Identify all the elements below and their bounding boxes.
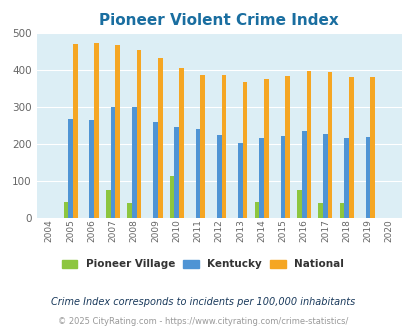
- Bar: [296, 190, 301, 218]
- Bar: [254, 202, 259, 218]
- Legend: Pioneer Village, Kentucky, National: Pioneer Village, Kentucky, National: [58, 255, 347, 274]
- Bar: [63, 202, 68, 218]
- Bar: [238, 143, 242, 218]
- Bar: [242, 82, 247, 218]
- Bar: [301, 131, 306, 218]
- Bar: [348, 77, 353, 218]
- Bar: [343, 138, 348, 218]
- Bar: [263, 79, 268, 218]
- Bar: [111, 107, 115, 218]
- Bar: [72, 45, 77, 218]
- Bar: [318, 203, 322, 218]
- Bar: [221, 75, 226, 218]
- Bar: [68, 119, 72, 218]
- Bar: [280, 137, 285, 218]
- Bar: [115, 45, 120, 218]
- Bar: [200, 75, 205, 218]
- Bar: [369, 77, 374, 218]
- Bar: [339, 203, 343, 218]
- Bar: [179, 68, 183, 218]
- Text: Crime Index corresponds to incidents per 100,000 inhabitants: Crime Index corresponds to incidents per…: [51, 297, 354, 307]
- Bar: [365, 137, 369, 218]
- Bar: [106, 190, 111, 218]
- Text: © 2025 CityRating.com - https://www.cityrating.com/crime-statistics/: © 2025 CityRating.com - https://www.city…: [58, 317, 347, 326]
- Bar: [127, 203, 132, 218]
- Bar: [259, 138, 263, 218]
- Title: Pioneer Violent Crime Index: Pioneer Violent Crime Index: [99, 13, 338, 28]
- Bar: [132, 107, 136, 218]
- Bar: [94, 43, 98, 218]
- Bar: [136, 50, 141, 218]
- Bar: [158, 58, 162, 218]
- Bar: [285, 76, 289, 218]
- Bar: [174, 127, 179, 218]
- Bar: [195, 129, 200, 218]
- Bar: [153, 122, 158, 218]
- Bar: [322, 134, 327, 218]
- Bar: [327, 72, 332, 218]
- Bar: [216, 135, 221, 218]
- Bar: [306, 71, 311, 218]
- Bar: [89, 120, 94, 218]
- Bar: [169, 177, 174, 218]
